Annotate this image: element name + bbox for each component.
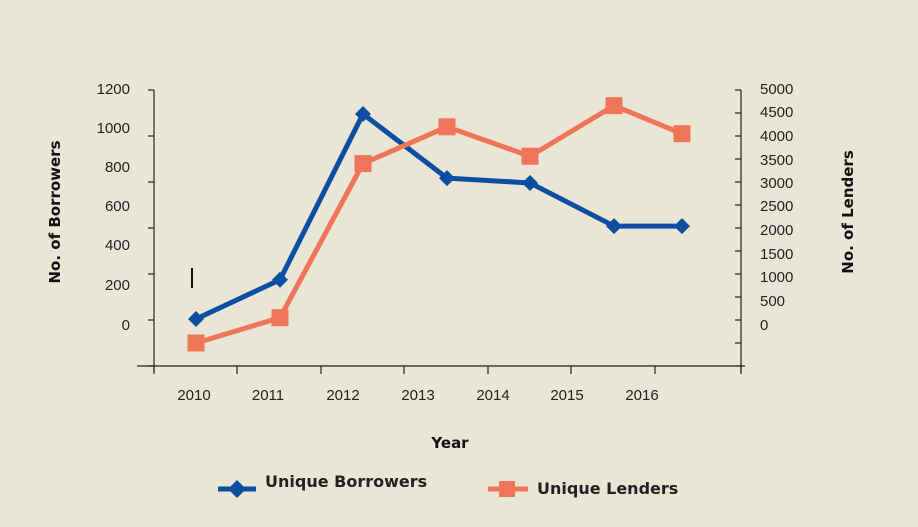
right-tick-label: 0	[760, 317, 768, 334]
legend-lenders-label: Unique Lenders	[537, 479, 678, 498]
left-tick-label: 800	[105, 159, 130, 176]
left-axis-ticks	[148, 89, 154, 367]
legend-borrowers-label: Unique Borrowers	[265, 472, 427, 491]
lenders-point-2012	[354, 155, 372, 173]
lenders-point-2013	[438, 118, 456, 136]
left-axis-labels: 1200 1000 800 600 400 200 0	[97, 81, 130, 334]
right-tick-label: 5000	[760, 81, 793, 98]
right-tick-label: 4000	[760, 128, 793, 145]
lenders-point-2014	[521, 147, 539, 165]
right-tick-label: 2000	[760, 222, 793, 239]
borrowers-point-2011	[272, 271, 288, 288]
series-layer	[187, 97, 691, 352]
x-tick-label: 2016	[625, 387, 658, 404]
x-tick-label: 2013	[401, 387, 434, 404]
x-tick-label: 2014	[476, 387, 509, 404]
x-axis-labels: 2010 2011 2012 2013 2014 2015 2016	[177, 387, 658, 404]
legend-item-borrowers: Unique Borrowers	[218, 472, 427, 498]
x-axis-ticks	[153, 366, 742, 374]
lenders-point-2015	[605, 97, 623, 115]
left-tick-label: 0	[122, 317, 130, 334]
borrowers-point-2014	[522, 174, 538, 191]
legend: Unique Borrowers Unique Lenders	[218, 472, 678, 498]
right-tick-label: 3500	[760, 152, 793, 169]
y-axis-title-right: No. of Lenders	[839, 150, 857, 274]
left-tick-label: 1000	[97, 120, 130, 137]
right-tick-label: 3000	[760, 175, 793, 192]
legend-borrowers-diamond-icon	[228, 480, 246, 498]
lenders-point-2016	[673, 125, 691, 143]
right-axis-ticks	[735, 89, 741, 367]
legend-item-lenders: Unique Lenders	[488, 479, 678, 498]
x-tick-label: 2010	[177, 387, 210, 404]
left-tick-label: 400	[105, 237, 130, 254]
borrowers-point-2010	[188, 311, 204, 328]
lenders-point-2011	[271, 309, 289, 327]
left-tick-label: 1200	[97, 81, 130, 98]
left-tick-label: 200	[105, 277, 130, 294]
right-tick-label: 2500	[760, 198, 793, 215]
left-tick-label: 600	[105, 198, 130, 215]
x-tick-label: 2011	[252, 387, 284, 404]
right-tick-label: 500	[760, 293, 785, 310]
lenders-point-2010	[187, 334, 205, 352]
legend-lenders-square-icon	[499, 481, 515, 497]
borrowers-point-2016	[674, 218, 690, 235]
y-axis-title-left: No. of Borrowers	[46, 140, 64, 283]
borrowers-point-2012	[355, 105, 371, 122]
x-tick-label: 2012	[326, 387, 359, 404]
x-tick-label: 2015	[550, 387, 583, 404]
right-tick-label: 1500	[760, 246, 793, 263]
borrowers-point-2013	[439, 170, 455, 187]
right-tick-label: 1000	[760, 269, 793, 286]
borrowers-point-2015	[606, 218, 622, 235]
x-axis-title: Year	[430, 434, 469, 452]
series-line-borrowers	[194, 111, 682, 322]
right-tick-label: 4500	[760, 104, 793, 121]
